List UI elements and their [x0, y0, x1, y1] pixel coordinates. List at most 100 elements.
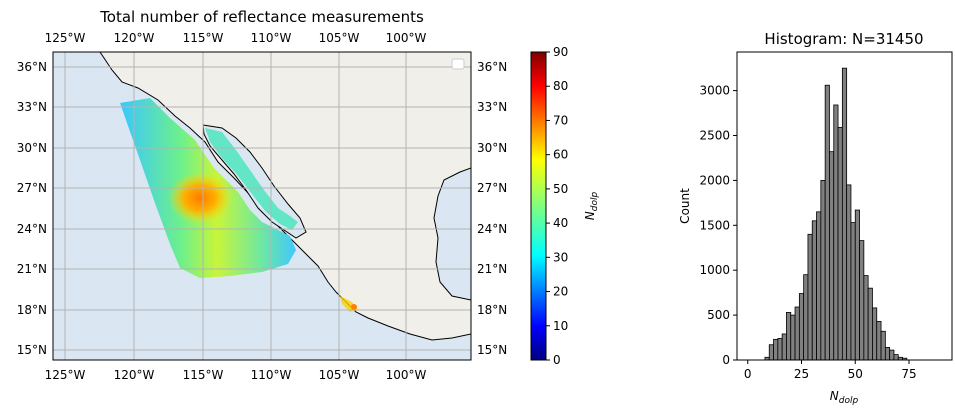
colorbar-tick-label: 60	[553, 148, 568, 162]
histogram-bar	[803, 274, 809, 361]
histogram-y-tick-label: 0	[722, 353, 730, 367]
lat-labels-left: 15°N 18°N 21°N 24°N 27°N 30°N 33°N 36°N	[17, 60, 47, 357]
map-legend-box	[451, 58, 465, 70]
histogram-bar	[781, 333, 787, 361]
histogram-bar	[876, 320, 882, 361]
histogram-bar	[807, 233, 813, 361]
colorbar-tick-label: 80	[553, 79, 568, 93]
histogram-bar	[889, 349, 895, 361]
histogram-bar	[859, 240, 865, 361]
histogram-bars	[764, 67, 908, 361]
lat-tick-label: 30°N	[477, 141, 507, 155]
lon-tick-label: 100°W	[386, 368, 427, 382]
histogram-frame	[736, 51, 953, 361]
colorbar-gradient	[530, 51, 547, 361]
colorbar-tick-label: 90	[553, 45, 568, 59]
histogram-bar	[829, 151, 835, 361]
colorbar-tick-label: 20	[553, 285, 568, 299]
histogram-x-tick-label: 75	[901, 367, 916, 381]
histogram-bar	[794, 306, 800, 361]
colorbar-ticks: 0 10 20 30 40 50 60 70 80 90	[546, 45, 568, 367]
histogram-bar	[824, 84, 830, 361]
histogram-bar	[811, 220, 817, 361]
histogram-title: Histogram: N=31450	[764, 30, 923, 48]
histogram-bar	[798, 293, 805, 361]
lon-tick-label: 110°W	[251, 368, 292, 382]
histogram-x-tick-label: 50	[848, 367, 863, 381]
map-title: Total number of reflectance measurements	[99, 8, 424, 26]
histogram-y-ticks: 0 500 1000 1500 2000 2500 3000	[699, 84, 737, 367]
lon-tick-label: 105°W	[319, 368, 360, 382]
lat-tick-label: 24°N	[477, 222, 507, 236]
lat-tick-label: 15°N	[17, 343, 47, 357]
histogram-bar	[841, 67, 848, 361]
histogram-bar	[884, 347, 891, 361]
histogram-bar	[893, 354, 899, 361]
lat-tick-label: 36°N	[477, 60, 507, 74]
histogram-ylabel: Count	[678, 188, 692, 224]
histogram-bar	[777, 338, 783, 361]
histogram-bar	[863, 275, 869, 361]
lat-tick-label: 24°N	[17, 222, 47, 236]
colorbar-tick-label: 40	[553, 216, 568, 230]
colorbar-label: Ndolp	[583, 192, 600, 221]
lon-tick-label: 120°W	[114, 368, 155, 382]
colorbar: 0 10 20 30 40 50 60 70 80 90 Ndolp	[530, 45, 600, 367]
lat-tick-label: 18°N	[477, 303, 507, 317]
lat-tick-label: 33°N	[17, 100, 47, 114]
histogram-bar	[786, 312, 792, 361]
lon-labels-top: 125°W 120°W 115°W 110°W 105°W 100°W	[45, 31, 427, 45]
histogram-y-tick-label: 3000	[699, 84, 730, 98]
lon-tick-label: 120°W	[114, 31, 155, 45]
histogram-y-tick-label: 500	[707, 308, 730, 322]
histogram-bar	[773, 338, 779, 361]
lat-tick-label: 21°N	[477, 262, 507, 276]
lat-tick-label: 15°N	[477, 343, 507, 357]
histogram-x-tick-label: 0	[744, 367, 752, 381]
lon-tick-label: 115°W	[183, 368, 224, 382]
histogram-y-tick-label: 2500	[699, 129, 730, 143]
lon-tick-label: 125°W	[45, 31, 86, 45]
histogram-bar	[790, 314, 796, 361]
histogram-y-tick-label: 1000	[699, 263, 730, 277]
colorbar-tick-label: 50	[553, 182, 568, 196]
lat-tick-label: 27°N	[17, 181, 47, 195]
colorbar-tick-label: 70	[553, 113, 568, 127]
lon-tick-label: 115°W	[183, 31, 224, 45]
histogram-bar	[880, 330, 886, 361]
map-panel: Total number of reflectance measurements…	[17, 8, 508, 382]
lat-tick-label: 36°N	[17, 60, 47, 74]
histogram-bar	[820, 180, 826, 361]
lat-tick-label: 30°N	[17, 141, 47, 155]
histogram-bar	[854, 209, 860, 361]
lon-labels-bottom: 125°W 120°W 115°W 110°W 105°W 100°W	[45, 368, 427, 382]
lon-tick-label: 125°W	[45, 368, 86, 382]
histogram-panel: Histogram: N=31450 0 25 50 75 0 500 1000 1500 2…	[678, 30, 953, 406]
histogram-xlabel: Ndolp	[830, 389, 859, 406]
histogram-bar	[850, 222, 856, 361]
histogram-bar	[846, 184, 852, 361]
histogram-y-tick-label: 1500	[699, 218, 730, 232]
lat-tick-label: 18°N	[17, 303, 47, 317]
lon-tick-label: 105°W	[319, 31, 360, 45]
colorbar-tick-label: 0	[553, 353, 561, 367]
histogram-bar	[833, 104, 839, 361]
lon-tick-label: 100°W	[386, 31, 427, 45]
histogram-bar	[768, 344, 774, 361]
histogram-x-ticks: 0 25 50 75	[744, 360, 917, 381]
map-gridlines	[53, 52, 471, 360]
histogram-y-tick-label: 2000	[699, 173, 730, 187]
colorbar-tick-label: 10	[553, 319, 568, 333]
lat-tick-label: 27°N	[477, 181, 507, 195]
lon-tick-label: 110°W	[251, 31, 292, 45]
lat-tick-label: 33°N	[477, 100, 507, 114]
lat-labels-right: 15°N 18°N 21°N 24°N 27°N 30°N 33°N 36°N	[477, 60, 507, 357]
map-area	[53, 52, 471, 360]
histogram-bar	[816, 211, 822, 361]
lat-tick-label: 21°N	[17, 262, 47, 276]
histogram-bar	[867, 287, 873, 361]
histogram-bar	[872, 307, 878, 361]
colorbar-tick-label: 30	[553, 250, 568, 264]
map-frame	[52, 51, 472, 361]
